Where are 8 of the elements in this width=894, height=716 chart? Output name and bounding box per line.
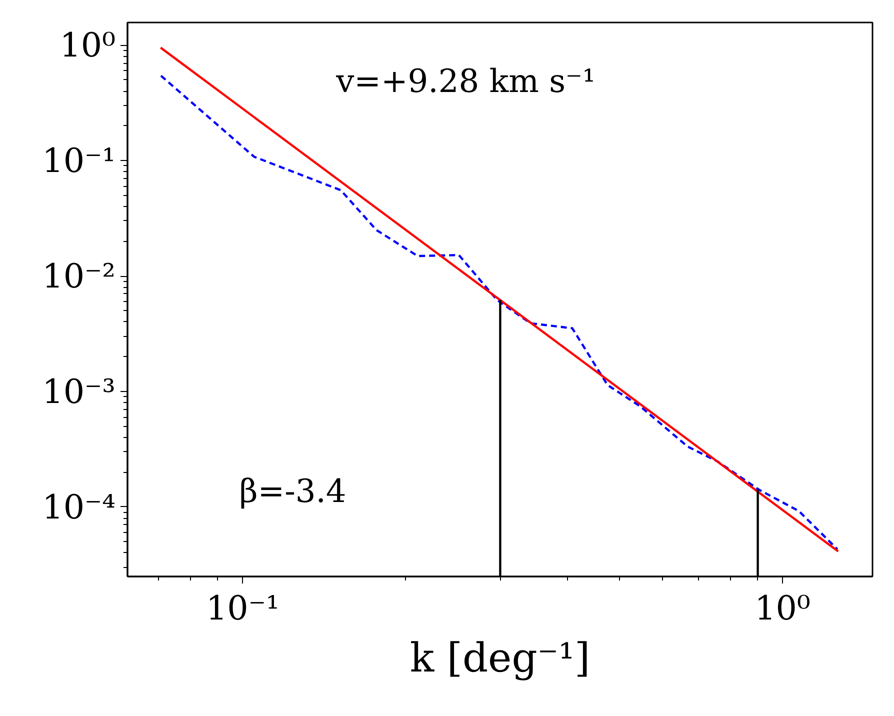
x-axis-title: k [deg⁻¹] — [410, 636, 590, 682]
annotation: β=-3.4 — [239, 472, 346, 510]
y-tick-label: 10⁻⁴ — [42, 487, 116, 526]
y-tick-label: 10⁻¹ — [42, 141, 116, 180]
y-tick-label: 10⁻³ — [42, 372, 116, 412]
y-tick-label: 10⁰ — [60, 26, 116, 65]
y-tick-label: 10⁻² — [42, 256, 116, 296]
annotation: v=+9.28 km s⁻¹ — [335, 62, 596, 100]
